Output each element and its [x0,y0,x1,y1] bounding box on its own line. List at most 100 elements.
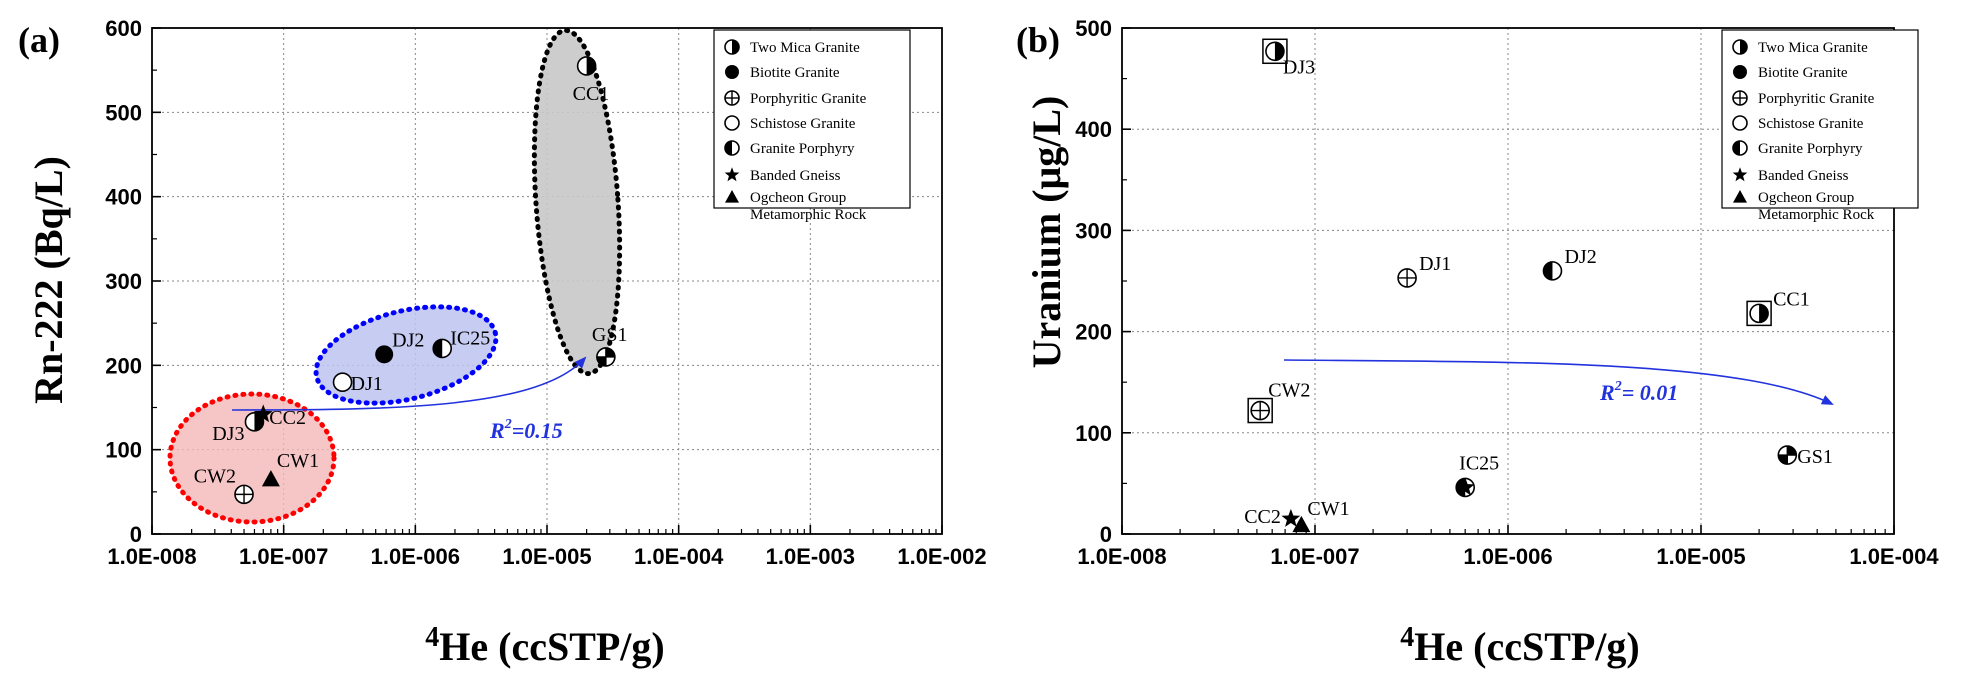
panel-a-label: (a) [18,20,60,60]
marker-shape [375,345,394,364]
marker-shape [1733,141,1740,155]
panel-b-x-tick-label: 1.0E-007 [1270,544,1359,569]
marker-shape [1778,455,1788,465]
panel-a-point-cc2: CC2 [253,404,306,429]
panel-b-x-tick-label: 1.0E-005 [1656,544,1745,569]
marker-shape [1759,304,1769,323]
marker-shape [433,339,443,358]
panel-a-legend-box [713,29,911,209]
panel-b-legend-label: Ogcheon Group [1758,190,1854,206]
marker-shape [1543,261,1553,280]
panel-a-legend-item-schistose: Schistose Granite [724,115,856,132]
marker-box [1262,38,1288,65]
panel-b-point-label: DJ2 [1564,246,1596,268]
panel-b-point-dj1: DJ1 [1397,253,1451,288]
panel-a-y-tick-label: 0 [130,522,142,547]
panel-a-point-label: GS1 [592,324,628,346]
panel-b-r2-base: R [1599,380,1615,405]
panel-a-legend-label: Granite Porphyry [750,141,855,157]
panel-b-y-axis-title: Uranium (μg/L) [1024,96,1069,369]
panel-a-point-cw2: CW2 [194,465,254,505]
panel-a-point-label: DJ2 [392,329,424,351]
marker-shape [1281,508,1301,527]
panel-b-point-label: DJ3 [1283,56,1315,78]
panel-b-r2-annotation: R2= 0.01 [1599,379,1678,405]
panel-a-r2-sup: 2 [504,417,512,432]
panel-b-point-label: CW1 [1307,498,1349,520]
panel-a-legend-item-banded-gneiss: Banded Gneiss [724,167,841,184]
panel-b-y-tick-label: 300 [1075,218,1112,243]
panel-b-point-label: IC25 [1459,452,1499,474]
panel-a-point-gs1: GS1 [592,324,628,367]
marker-shape [332,372,353,393]
panel-b-legend-item-granite-porphyry: Granite Porphyry [1732,140,1863,157]
marker-shape [725,141,732,155]
panel-a-y-axis-title: Rn-222 (Bq/L) [26,156,71,404]
panel-b-legend-label: Biotite Granite [1758,65,1848,81]
panel-b-y-tick-label: 100 [1075,421,1112,446]
panel-b-y-tick-label: 400 [1075,117,1112,142]
marker-shape [1455,477,1475,496]
marker-shape [724,167,740,182]
marker-shape [725,190,739,203]
marker-shape [1740,40,1747,54]
panel-b-point-label: DJ1 [1419,253,1451,275]
panel-b-legend-box [1721,29,1919,209]
panel-a-legend-label: Schistose Granite [750,116,856,132]
panel-a-x-axis-title: 4He (ccSTP/g) [425,622,665,669]
marker-shape [1292,515,1311,533]
marker-shape [605,347,615,357]
panel-b-point-label: CC1 [1773,288,1810,310]
marker-shape [732,40,739,54]
panel-a-point-cc1: CC1 [573,56,609,105]
panel-a-x-tick-label: 1.0E-004 [634,544,724,569]
marker-shape [1733,65,1747,79]
panel-b-point-cc2: CC2 [1244,506,1301,528]
marker-shape [724,115,740,131]
panel-a-r2-base: R [489,418,505,443]
panel-a-y-tick-label: 300 [105,269,142,294]
panel-a-x-tick-label: 1.0E-006 [371,544,460,569]
panel-a-trend-arrow [231,356,587,411]
panel-b-legend-label: Two Mica Granite [1758,40,1868,56]
panel-a-x-tick-label: 1.0E-002 [897,544,986,569]
marker-shape [725,65,739,79]
panel-b-legend-item-schistose: Schistose Granite [1732,115,1864,132]
panel-b-legend-label-2: Metamorphic Rock [1758,207,1875,223]
panel-a-x-tick-label: 1.0E-005 [502,544,591,569]
panel-a-gray-group-ellipse [531,28,623,377]
panel-a-x-axis-title-main: He (ccSTP/g) [439,624,665,669]
panel-a-point-label: DJ1 [351,373,383,395]
panel-b-point-ic25: IC25 [1455,452,1499,498]
panel-b-legend-label: Granite Porphyry [1758,141,1863,157]
marker-shape [596,356,606,366]
panel-a-y-tick-label: 400 [105,185,142,210]
panel-b-point-gs1: GS1 [1777,445,1833,468]
panel-b-y-tick-label: 0 [1100,522,1112,547]
panel-a-point-label: DJ3 [212,423,244,445]
panel-a-point-label: CC2 [269,407,306,429]
panel-a-legend-label: Biotite Granite [750,65,840,81]
panel-b-chart: 1.0E-008 1.0E-007 1.0E-006 1.0E-005 1.0E-004… [1075,16,1939,569]
marker-shape [261,470,280,487]
marker-box [1247,397,1273,424]
panel-b-point-dj3: DJ3 [1262,38,1315,78]
panel-b-legend-label: Schistose Granite [1758,116,1864,132]
panel-a-r2-value: =0.15 [512,418,563,443]
panel-a-point-cw1: CW1 [261,450,319,487]
panel-b-r2-value: = 0.01 [1622,380,1679,405]
panel-b-x-tick-label: 1.0E-006 [1463,544,1552,569]
panel-a-x-tick-label: 1.0E-003 [766,544,855,569]
panel-a-r2-annotation: R2=0.15 [489,417,563,443]
panel-b-gridlines [1122,28,1894,534]
marker-shape [1733,190,1747,203]
panel-b-x-axis-title: 4He (ccSTP/g) [1400,622,1640,669]
panel-b-x-axis-title-sup: 4 [1400,622,1414,653]
panel-a-y-tick-label: 600 [105,16,142,41]
panel-b-x-axis-title-main: He (ccSTP/g) [1414,624,1640,669]
panel-b-x-tick-label: 1.0E-008 [1077,544,1166,569]
panel-b-r2-sup: 2 [1614,379,1622,394]
marker-box [1746,300,1772,327]
